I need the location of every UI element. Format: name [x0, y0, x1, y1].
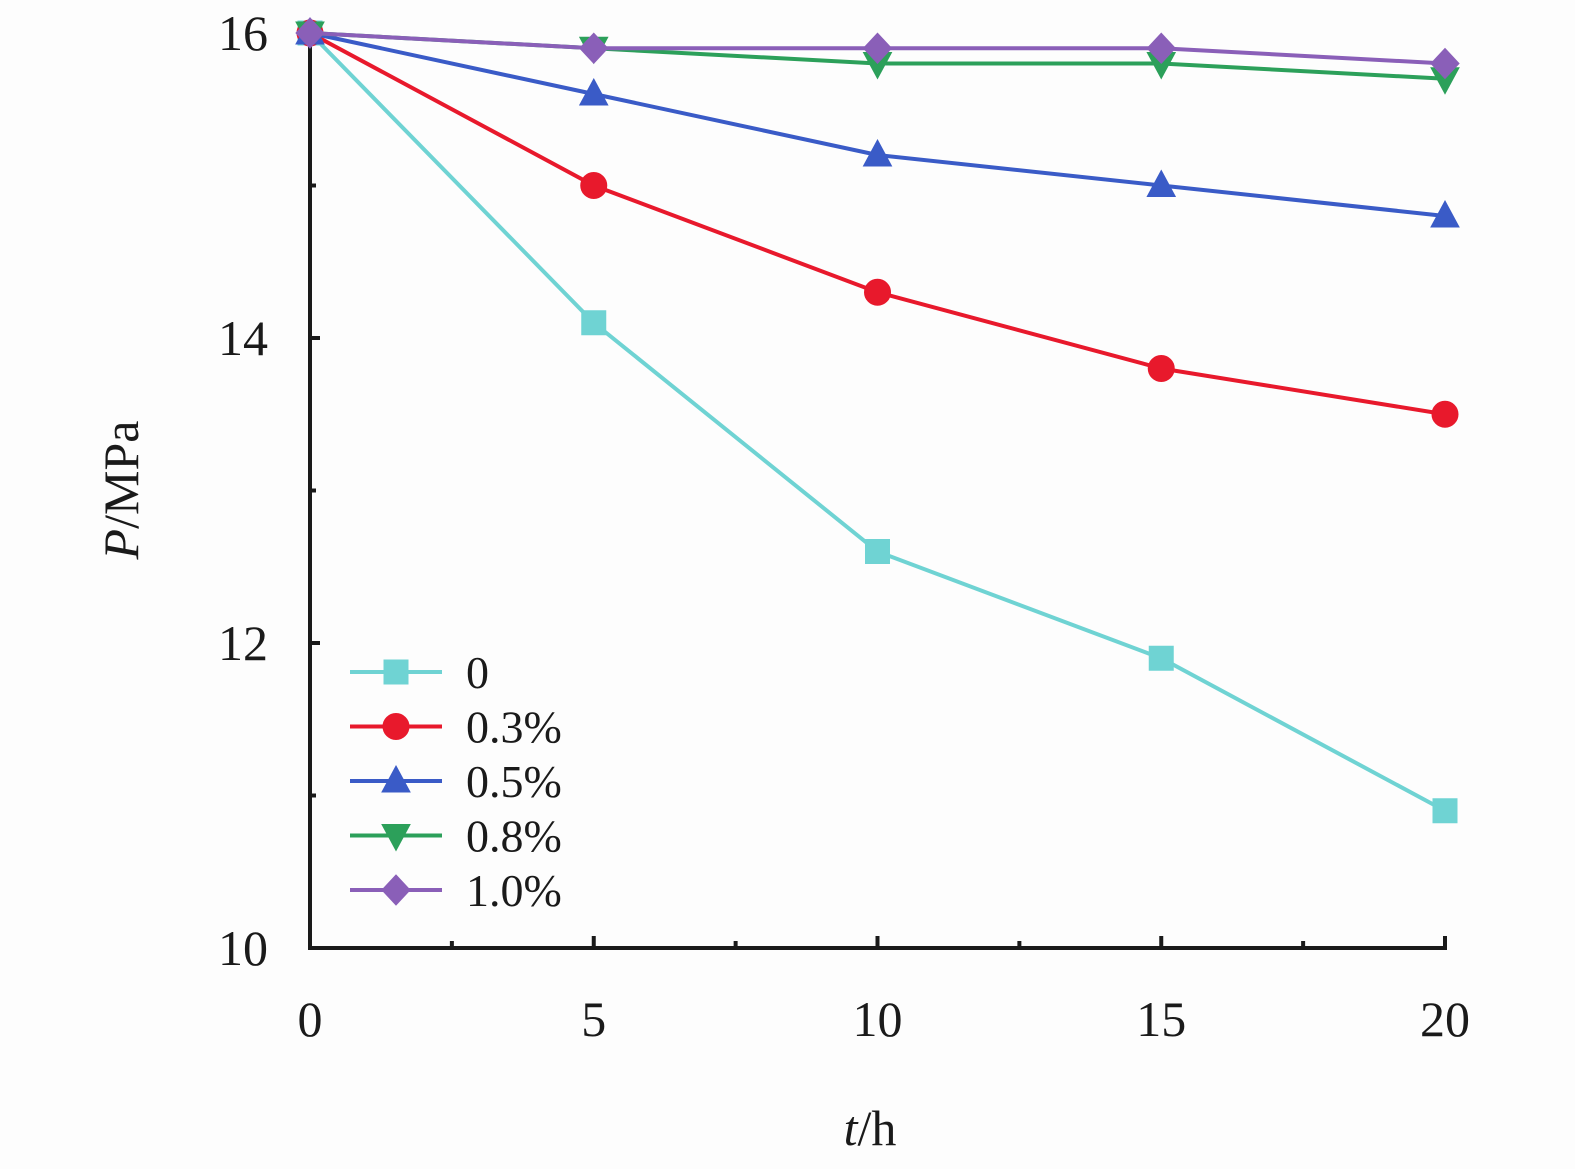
- legend-item: 0: [350, 647, 489, 698]
- y-tick-label: 10: [218, 920, 268, 976]
- legend-item: 0.5%: [350, 756, 562, 807]
- data-point: [1432, 798, 1458, 824]
- data-point: [1430, 199, 1460, 228]
- data-point: [295, 17, 325, 49]
- legend-marker: [381, 824, 411, 852]
- data-point: [578, 77, 609, 106]
- legend-marker: [382, 713, 410, 740]
- data-point: [580, 172, 608, 199]
- series-0-5-: [295, 16, 1460, 228]
- x-tick-label: 0: [298, 991, 323, 1047]
- legend-marker: [381, 874, 411, 906]
- x-tick-label: 20: [1420, 991, 1470, 1047]
- legend-item: 0.8%: [350, 811, 562, 862]
- data-point: [1146, 32, 1176, 64]
- axes-layer: 0 5 10 15 20 10 12 14 16: [218, 5, 1470, 1047]
- y-tick-label: 14: [218, 310, 268, 366]
- data-point: [864, 278, 891, 306]
- series-line: [309, 31, 1446, 417]
- data-point: [865, 539, 890, 564]
- y-tick-label: 12: [218, 615, 268, 671]
- x-tick-label: 15: [1136, 991, 1186, 1047]
- series-1-0-: [295, 17, 1460, 80]
- data-point: [1146, 169, 1177, 197]
- legend-marker: [383, 659, 409, 685]
- data-point: [862, 32, 893, 64]
- data-point: [579, 32, 609, 64]
- legend-label: 0: [466, 647, 489, 698]
- series-0-3-: [296, 19, 1459, 428]
- y-axis-title: P/MPa: [93, 421, 149, 561]
- x-tick-label: 5: [581, 991, 606, 1047]
- data-point: [581, 310, 607, 336]
- legend-label: 0.5%: [466, 756, 562, 807]
- legend-item: 0.3%: [350, 702, 562, 753]
- data-point: [1431, 400, 1459, 428]
- x-axis-title: t/h: [844, 1100, 897, 1156]
- y-tick-label: 16: [218, 5, 268, 61]
- legend-marker: [381, 764, 411, 793]
- legend-label: 0.3%: [466, 702, 562, 753]
- data-point: [1430, 47, 1460, 80]
- series-layer: [295, 16, 1460, 824]
- data-point: [1147, 355, 1175, 382]
- legend-label: 0.8%: [466, 811, 562, 862]
- x-tick-label: 10: [853, 991, 903, 1047]
- data-point: [862, 138, 893, 167]
- legend-label: 1.0%: [466, 865, 562, 916]
- legend: 00.3%0.5%0.8%1.0%: [350, 647, 562, 916]
- legend-item: 1.0%: [350, 865, 562, 916]
- data-point: [1148, 645, 1174, 671]
